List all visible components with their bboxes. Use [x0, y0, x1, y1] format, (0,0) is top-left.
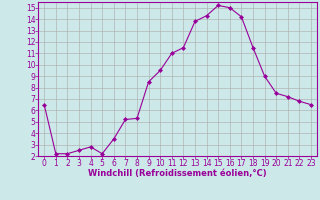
X-axis label: Windchill (Refroidissement éolien,°C): Windchill (Refroidissement éolien,°C) — [88, 169, 267, 178]
